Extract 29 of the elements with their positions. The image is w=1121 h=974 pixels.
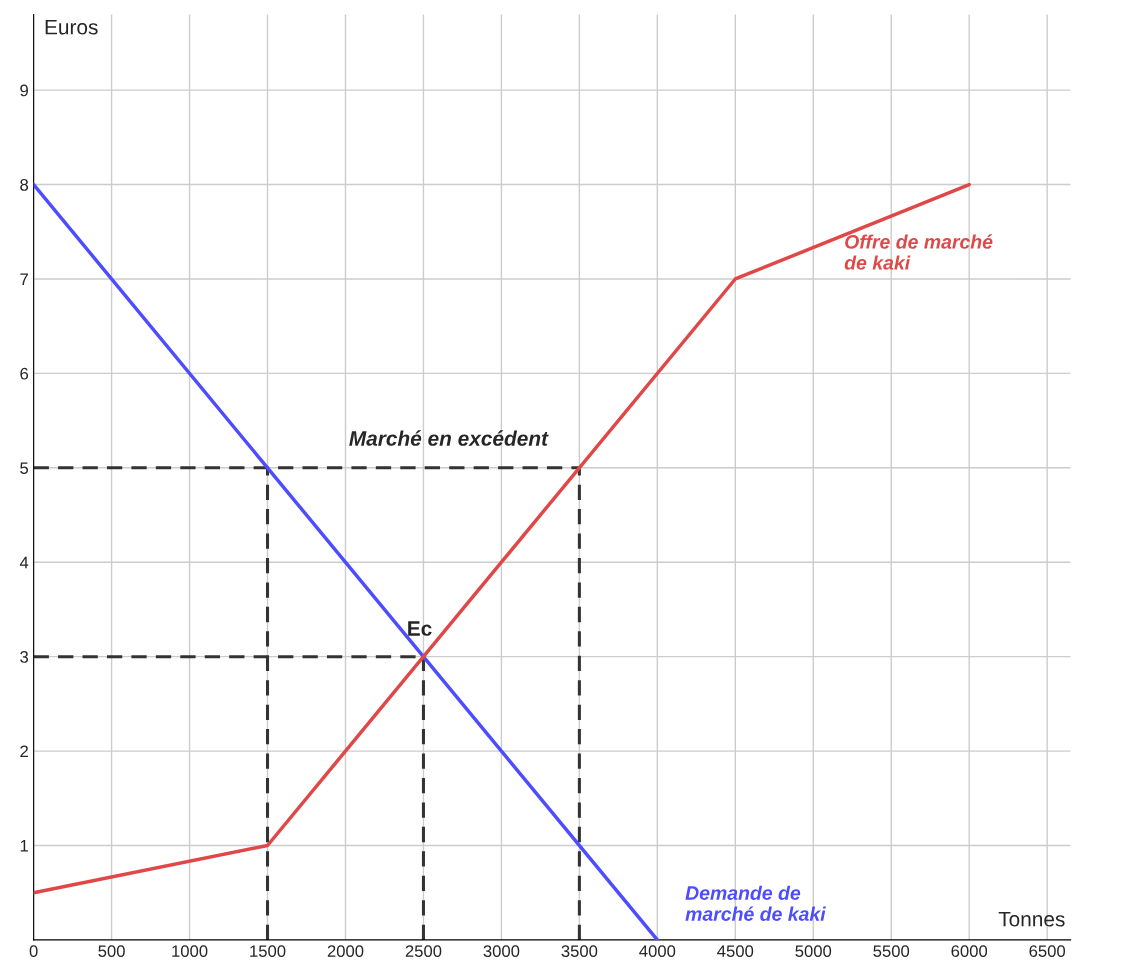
x-tick-label: 500 bbox=[98, 945, 125, 958]
y-tick-label: 1 bbox=[20, 840, 28, 852]
series-label: Demande de marché de kaki bbox=[685, 885, 826, 921]
x-axis-title: Tonnes bbox=[998, 912, 1065, 927]
y-tick-label: 6 bbox=[20, 367, 29, 380]
y-axis-title: Euros bbox=[45, 20, 98, 35]
x-tick-label: 5500 bbox=[873, 945, 910, 958]
series-label: Offre de marché de kaki bbox=[844, 234, 993, 270]
x-tick-label: 2000 bbox=[327, 945, 364, 958]
annotation: Marché en excédent bbox=[349, 430, 549, 446]
x-tick-label: 5000 bbox=[795, 945, 832, 958]
y-tick-label: 8 bbox=[20, 178, 29, 191]
x-tick-label: 4500 bbox=[717, 945, 754, 958]
y-tick-label: 7 bbox=[20, 273, 28, 286]
x-tick-label: 1500 bbox=[250, 945, 286, 958]
x-tick-label: 3000 bbox=[483, 945, 520, 958]
x-tick-label: 3500 bbox=[561, 945, 598, 958]
y-tick-label: 4 bbox=[19, 556, 29, 569]
x-tick-label: 1000 bbox=[172, 945, 208, 958]
x-tick-label: 2500 bbox=[405, 945, 442, 958]
y-tick-label: 5 bbox=[20, 462, 29, 475]
y-tick-label: 3 bbox=[20, 651, 29, 663]
annotation: Ec bbox=[408, 621, 432, 636]
x-tick-label: 0 bbox=[29, 945, 38, 958]
x-tick-label: 6500 bbox=[1029, 945, 1066, 958]
x-tick-label: 6000 bbox=[951, 945, 988, 958]
y-tick-label: 9 bbox=[20, 84, 28, 97]
y-tick-label: 2 bbox=[20, 745, 28, 758]
x-tick-label: 4000 bbox=[639, 945, 676, 958]
